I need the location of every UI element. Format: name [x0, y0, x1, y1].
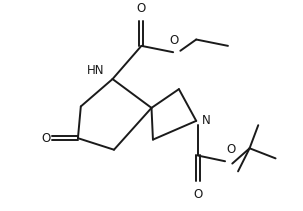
Text: HN: HN [87, 64, 105, 77]
Text: O: O [227, 143, 236, 156]
Text: O: O [41, 132, 50, 145]
Text: O: O [169, 34, 178, 47]
Text: O: O [137, 2, 146, 15]
Text: O: O [193, 188, 202, 201]
Text: N: N [202, 114, 211, 127]
